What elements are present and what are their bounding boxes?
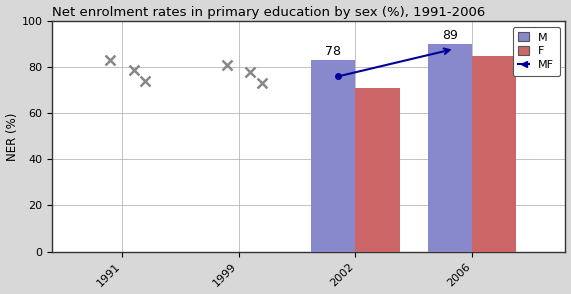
Text: Net enrolment rates in primary education by sex (%), 1991-2006: Net enrolment rates in primary education…: [52, 6, 485, 19]
Bar: [355, 88, 400, 252]
Bar: [428, 44, 472, 252]
Bar: [311, 60, 355, 252]
Bar: [472, 56, 516, 252]
Text: 89: 89: [442, 29, 458, 42]
Y-axis label: NER (%): NER (%): [6, 112, 18, 161]
Legend: M, F, MF: M, F, MF: [513, 27, 560, 76]
Text: 78: 78: [325, 45, 341, 58]
